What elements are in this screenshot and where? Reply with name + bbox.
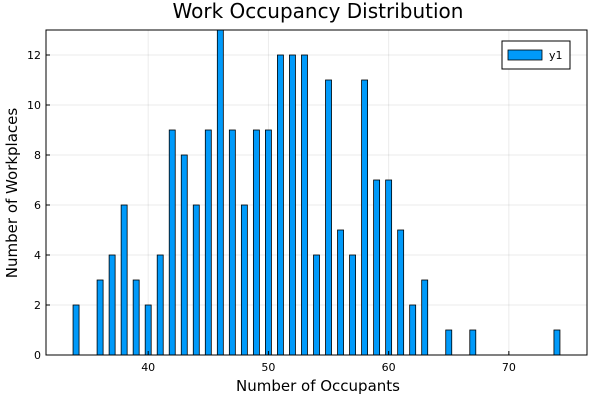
plot-frame: [45, 29, 588, 356]
x-tick-label: 40: [141, 361, 155, 374]
bar: [216, 29, 224, 356]
bar: [469, 329, 477, 356]
bar: [325, 79, 332, 356]
bar: [277, 54, 284, 356]
bar: [72, 304, 80, 356]
bar: [553, 329, 561, 356]
x-axis-ticks: 40 50 60 70: [141, 351, 516, 374]
x-tick-label: 60: [382, 361, 396, 374]
bar: [265, 129, 272, 356]
bar: [192, 204, 200, 356]
bar: [120, 204, 128, 356]
y-tick-label: 6: [34, 199, 41, 212]
legend: y1: [501, 40, 571, 70]
bar: [301, 54, 308, 356]
bar: [156, 254, 164, 356]
x-tick-label: 50: [261, 361, 275, 374]
x-tick-label: 70: [502, 361, 516, 374]
bar: [397, 229, 405, 356]
chart-title: Work Occupancy Distribution: [173, 0, 464, 23]
y-axis-ticks: 0 2 4 6 8 10 12: [27, 49, 50, 362]
bar: [252, 129, 260, 356]
bar: [168, 129, 176, 356]
bar: [240, 204, 248, 356]
legend-swatch: [507, 49, 543, 61]
y-tick-label: 2: [34, 299, 41, 312]
bar: [409, 304, 417, 356]
y-tick-label: 4: [34, 249, 41, 262]
legend-entry-label: y1: [549, 49, 563, 62]
bar: [289, 54, 296, 356]
y-tick-label: 0: [34, 349, 41, 362]
bar: [132, 279, 140, 356]
bar: [204, 129, 212, 356]
bar: [373, 179, 381, 356]
bar: [337, 229, 344, 356]
bar: [385, 179, 393, 356]
y-tick-label: 10: [27, 99, 41, 112]
bar: [361, 79, 368, 356]
bar: [96, 279, 104, 356]
y-tick-label: 12: [27, 49, 41, 62]
bars-layer: [72, 29, 561, 356]
bar: [144, 304, 152, 356]
bar: [180, 154, 188, 356]
bar: [313, 254, 320, 356]
bar: [445, 329, 453, 356]
y-axis-label: Number of Workplaces: [3, 108, 21, 279]
y-tick-label: 8: [34, 149, 41, 162]
bar: [108, 254, 116, 356]
bar: [421, 279, 429, 356]
x-axis-label: Number of Occupants: [236, 377, 400, 395]
bar: [228, 129, 236, 356]
bar: [349, 254, 356, 356]
